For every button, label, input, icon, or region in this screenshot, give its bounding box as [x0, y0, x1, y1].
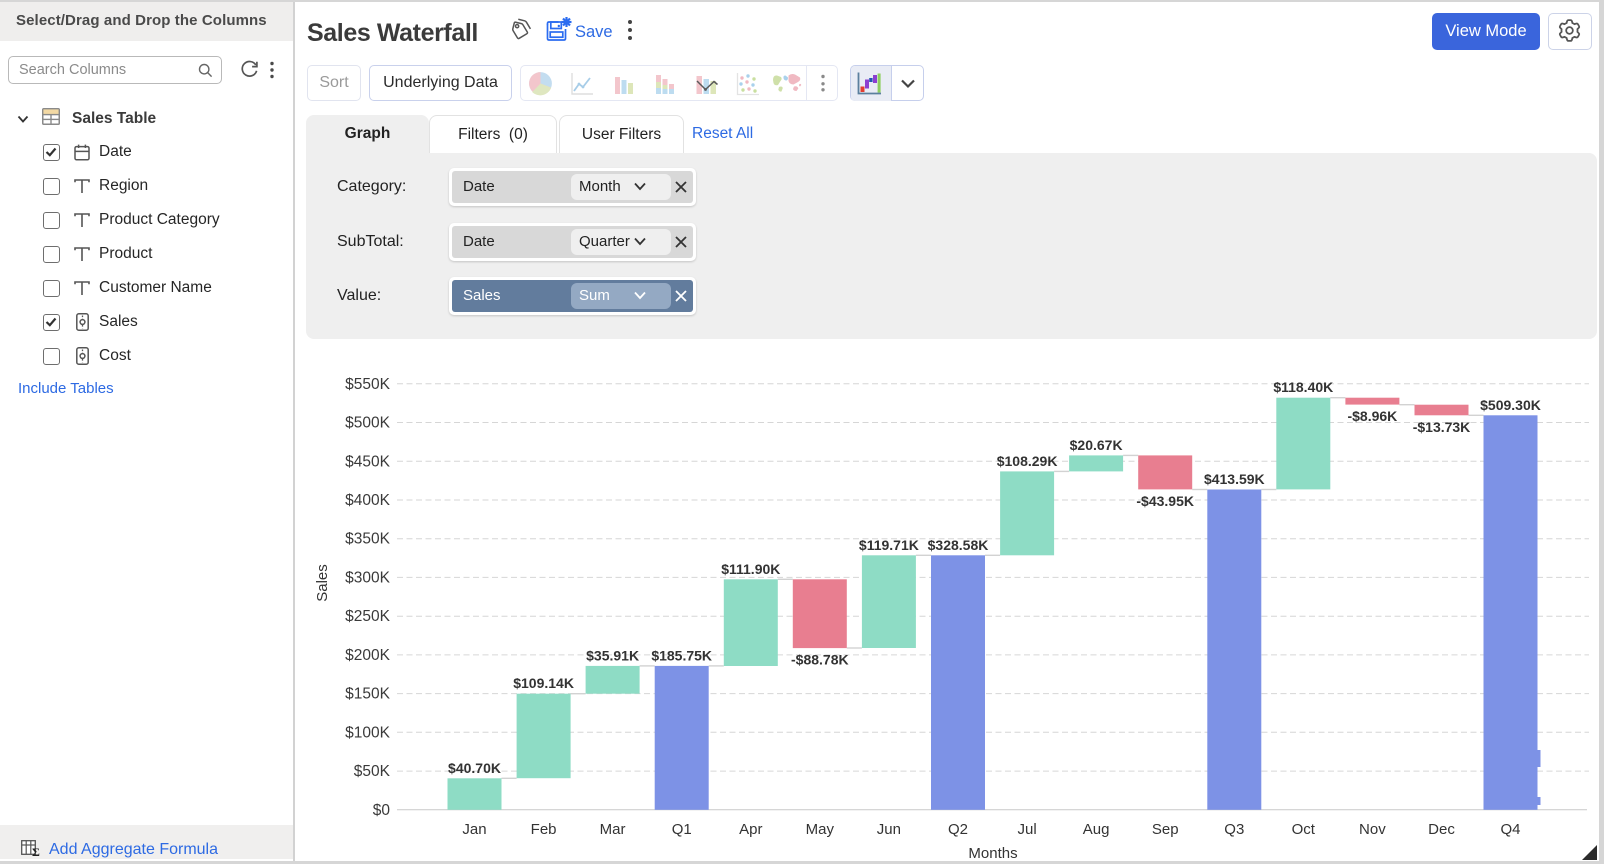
svg-text:Q4: Q4 — [1500, 821, 1520, 838]
svg-text:Q1: Q1 — [672, 821, 692, 838]
svg-text:Σ: Σ — [32, 845, 40, 857]
svg-text:Nov: Nov — [1359, 821, 1386, 838]
svg-text:Feb: Feb — [531, 821, 557, 838]
svg-text:Oct: Oct — [1292, 821, 1316, 838]
svg-text:May: May — [806, 821, 835, 838]
svg-text:$413.59K: $413.59K — [1204, 471, 1265, 487]
svg-text:$400K: $400K — [345, 492, 390, 509]
svg-text:$119.71K: $119.71K — [859, 537, 919, 553]
svg-text:Apr: Apr — [739, 821, 762, 838]
svg-text:$328.58K: $328.58K — [928, 537, 989, 553]
svg-text:-$8.96K: -$8.96K — [1347, 408, 1397, 424]
svg-text:-$88.78K: -$88.78K — [791, 652, 849, 668]
svg-text:Q3: Q3 — [1224, 821, 1244, 838]
svg-text:$300K: $300K — [345, 569, 390, 586]
svg-text:Sales: Sales — [314, 564, 331, 602]
svg-text:$550K: $550K — [345, 376, 390, 393]
svg-text:$350K: $350K — [345, 531, 390, 548]
svg-text:$40.70K: $40.70K — [448, 760, 501, 776]
svg-text:$185.75K: $185.75K — [651, 647, 712, 663]
svg-text:Jun: Jun — [877, 821, 901, 838]
svg-text:$200K: $200K — [345, 647, 390, 664]
svg-text:$50K: $50K — [354, 763, 391, 780]
svg-text:Dec: Dec — [1428, 821, 1455, 838]
svg-text:Q2: Q2 — [948, 821, 968, 838]
svg-text:$450K: $450K — [345, 453, 390, 470]
svg-text:$35.91K: $35.91K — [586, 647, 639, 663]
svg-text:$20.67K: $20.67K — [1070, 437, 1123, 453]
svg-text:Jan: Jan — [462, 821, 486, 838]
svg-text:Aug: Aug — [1083, 821, 1110, 838]
svg-text:$100K: $100K — [345, 724, 390, 741]
svg-text:$118.40K: $118.40K — [1273, 379, 1333, 395]
svg-text:$500K: $500K — [345, 415, 390, 432]
svg-text:Mar: Mar — [600, 821, 626, 838]
svg-text:Jul: Jul — [1018, 821, 1037, 838]
svg-text:$109.14K: $109.14K — [513, 675, 574, 691]
svg-text:$509.30K: $509.30K — [1480, 397, 1541, 413]
svg-text:$0: $0 — [373, 802, 391, 819]
svg-text:$108.29K: $108.29K — [997, 453, 1058, 469]
svg-text:-$13.73K: -$13.73K — [1413, 419, 1471, 435]
svg-text:$111.90K: $111.90K — [721, 561, 780, 577]
svg-text:-$43.95K: -$43.95K — [1136, 493, 1194, 509]
svg-text:Sep: Sep — [1152, 821, 1179, 838]
svg-text:Months: Months — [968, 845, 1017, 861]
svg-text:$250K: $250K — [345, 608, 390, 625]
svg-text:$150K: $150K — [345, 686, 390, 703]
